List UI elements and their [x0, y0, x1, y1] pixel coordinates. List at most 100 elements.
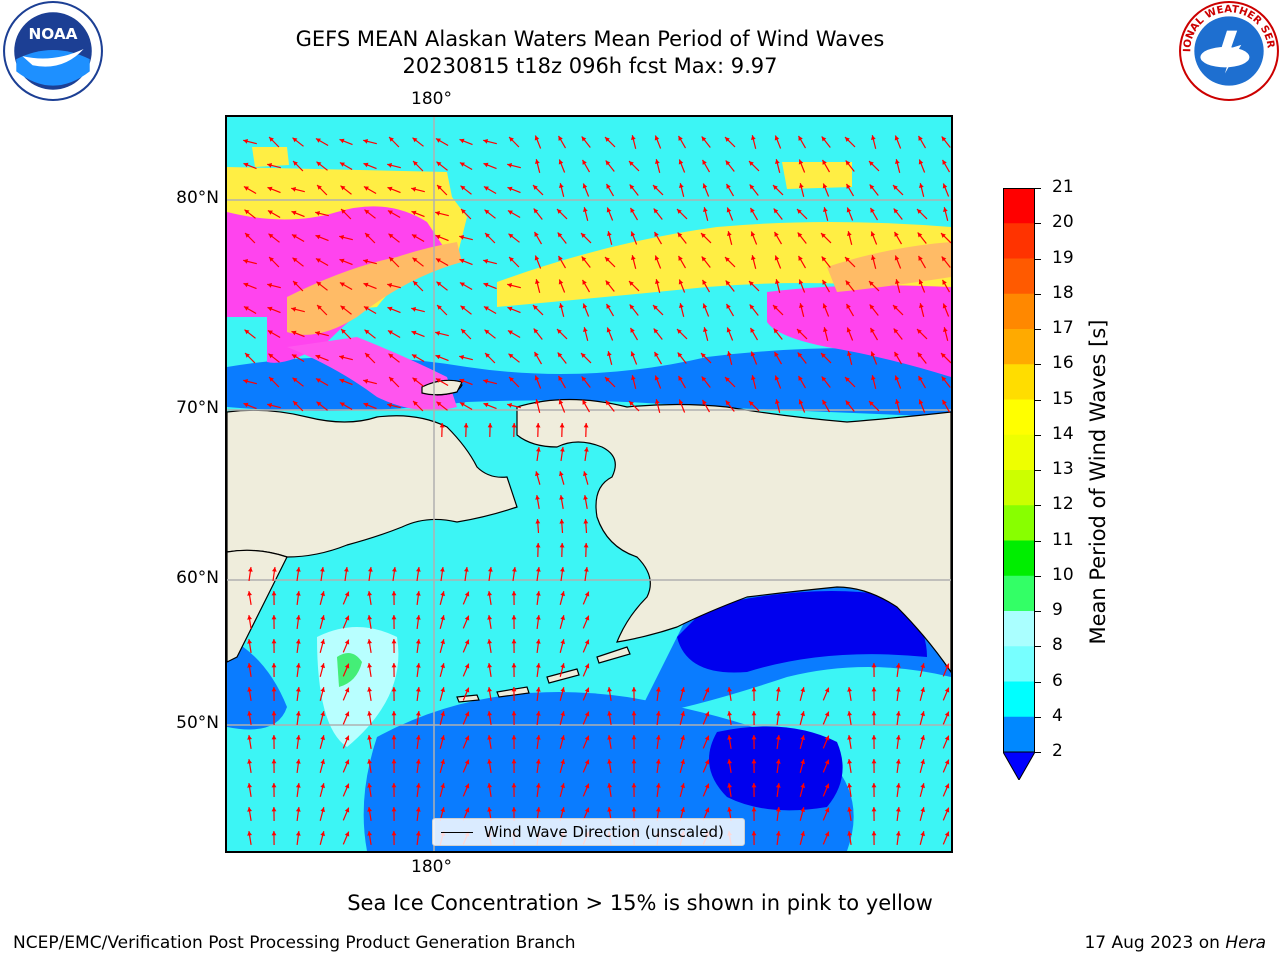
wind-wave-arrowhead	[847, 759, 852, 764]
wind-wave-arrowhead	[413, 401, 418, 406]
wind-wave-arrowhead	[435, 258, 441, 263]
sea-ice-note: Sea Ice Concentration > 15% is shown in …	[347, 891, 933, 915]
wind-wave-arrowhead	[367, 639, 372, 644]
colorbar-segment	[1003, 646, 1035, 682]
wind-wave-arrowhead	[584, 759, 590, 765]
wind-wave-arrowhead	[631, 783, 637, 788]
wind-wave-arrowhead	[894, 231, 899, 237]
wind-wave-arrowhead	[797, 352, 803, 358]
colorbar-segment	[1003, 716, 1035, 753]
wind-wave-arrowhead	[607, 759, 612, 764]
wind-wave-arrowhead	[727, 759, 732, 764]
wind-wave-arrowhead	[389, 257, 394, 262]
wind-wave-arrowhead	[655, 399, 660, 404]
wind-wave-arrowhead	[584, 663, 590, 669]
wind-wave-arrowhead	[391, 615, 397, 620]
wind-wave-arrowhead	[822, 183, 828, 189]
wind-wave-arrowhead	[895, 735, 901, 740]
wind-wave-arrowhead	[606, 327, 612, 333]
wind-wave-arrowhead	[245, 353, 250, 358]
wind-wave-arrowhead	[247, 831, 252, 836]
wind-wave-arrowhead	[583, 471, 588, 477]
wind-wave-arrowhead	[411, 307, 416, 312]
wind-wave-arrowhead	[487, 663, 492, 668]
wind-wave-arrowhead	[821, 256, 827, 262]
wind-wave-arrowhead	[918, 375, 923, 381]
wind-wave-arrowhead	[677, 232, 683, 238]
wind-wave-arrowhead	[920, 735, 925, 741]
wind-wave-arrowhead	[320, 807, 325, 813]
wind-wave-arrowhead	[411, 330, 417, 336]
lon-label-top: 180°	[411, 89, 452, 109]
wind-wave-arrowhead	[243, 402, 249, 408]
wind-wave-arrowhead	[243, 186, 249, 191]
wind-wave-arrowhead	[295, 735, 301, 740]
colorbar-tick-mark	[1035, 258, 1041, 260]
wind-wave-arrowhead	[871, 831, 877, 836]
wind-wave-arrowhead	[296, 567, 301, 572]
wind-wave-arrowhead	[268, 233, 274, 239]
wind-wave-arrowhead	[775, 687, 781, 692]
colorbar-segment	[1003, 681, 1035, 718]
footer-date: 17 Aug 2023 on Hera	[1084, 933, 1266, 953]
wind-wave-arrowhead	[435, 234, 441, 240]
wind-wave-arrowhead	[387, 330, 393, 335]
wind-wave-arrowhead	[559, 495, 564, 500]
wind-wave-arrowhead	[560, 711, 565, 717]
wind-wave-arrowhead	[365, 233, 370, 238]
wind-wave-arrowhead	[797, 329, 802, 334]
colorbar-segment	[1003, 434, 1035, 471]
wind-wave-arrowhead	[413, 161, 418, 166]
wind-wave-arrowhead	[800, 711, 805, 717]
wind-wave-arrowhead	[920, 831, 925, 837]
wind-wave-arrowhead	[581, 136, 587, 142]
wind-wave-arrowhead	[247, 591, 252, 596]
wind-wave-arrowhead	[773, 208, 779, 214]
wind-wave-arrowhead	[941, 136, 947, 142]
wind-wave-arrowhead	[678, 279, 684, 285]
wind-wave-arrowhead	[511, 663, 517, 668]
wind-wave-arrowhead	[533, 328, 539, 334]
wind-wave-arrowhead	[871, 687, 877, 692]
wind-wave-arrowhead	[243, 139, 248, 144]
wind-wave-arrowhead	[339, 235, 344, 240]
land-siberia	[227, 409, 518, 558]
wind-wave-arrowhead	[919, 183, 924, 188]
wind-wave-arrowhead	[389, 137, 394, 142]
colorbar-tick-mark	[1035, 399, 1041, 401]
wind-wave-arrowhead	[774, 375, 780, 381]
wind-wave-arrowhead	[415, 639, 421, 644]
wind-wave-arrowhead	[487, 687, 492, 692]
wind-wave-arrowhead	[488, 567, 493, 572]
wind-wave-arrowhead	[271, 591, 277, 596]
wind-wave-arrowhead	[483, 379, 488, 384]
wind-wave-arrowhead	[415, 663, 421, 668]
wind-wave-arrowhead	[606, 207, 612, 213]
wind-wave-arrowhead	[534, 375, 540, 381]
wind-wave-arrowhead	[824, 831, 830, 837]
wind-wave-arrowhead	[320, 735, 325, 741]
wind-wave-arrowhead	[869, 304, 875, 310]
wind-wave-arrowhead	[680, 783, 685, 789]
wind-wave-arrowhead	[367, 663, 372, 668]
wind-wave-arrowhead	[630, 231, 636, 237]
wind-wave-arrowhead	[584, 783, 590, 789]
wind-wave-arrowhead	[437, 185, 442, 190]
wind-wave-arrowhead	[320, 567, 325, 572]
wind-wave-arrowhead	[607, 783, 612, 788]
wind-wave-arrowhead	[267, 283, 272, 288]
wind-wave-arrowhead	[557, 209, 562, 214]
wind-wave-arrowhead	[535, 759, 541, 764]
wind-wave-arrowhead	[727, 231, 732, 236]
wind-wave-arrowhead	[631, 375, 636, 380]
wind-wave-arrowhead	[558, 375, 563, 381]
colorbar-tick-label: 6	[1052, 670, 1063, 691]
wind-wave-arrowhead	[295, 807, 301, 812]
wind-wave-arrowhead	[248, 567, 253, 572]
wind-wave-arrowhead	[533, 185, 538, 190]
wind-wave-arrowhead	[773, 305, 778, 310]
wind-wave-arrowhead	[560, 687, 565, 693]
wind-wave-arrowhead	[655, 783, 661, 788]
wind-wave-arrowhead	[750, 351, 756, 357]
wind-wave-arrowhead	[845, 377, 850, 382]
